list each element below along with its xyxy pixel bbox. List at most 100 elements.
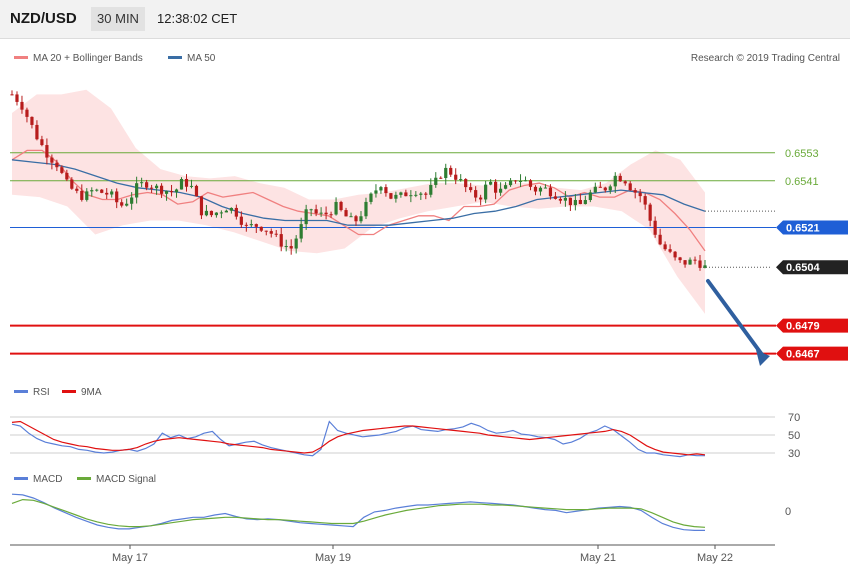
candle-body — [140, 182, 144, 184]
candle-body — [419, 193, 423, 195]
legend-ma50: MA 50 — [187, 53, 216, 64]
candle-body — [384, 187, 388, 194]
candle-body — [439, 177, 443, 179]
candle-body — [553, 196, 558, 199]
candle-body — [598, 186, 602, 188]
candle-body — [159, 185, 164, 194]
candle-body — [75, 188, 79, 191]
candle-body — [513, 180, 518, 182]
candle-body — [145, 182, 149, 188]
candle-body — [399, 192, 403, 195]
rsi-tick-1: 50 — [788, 430, 800, 442]
candle-body — [199, 196, 204, 216]
level-tag-5 — [776, 346, 848, 361]
candle-body — [90, 190, 94, 192]
candle-body — [389, 193, 393, 199]
candle-body — [444, 167, 448, 179]
candle-body — [314, 209, 318, 214]
candle-body — [618, 175, 622, 182]
candle-body — [563, 197, 568, 201]
candle-body — [588, 192, 592, 201]
candle-body — [359, 216, 363, 222]
candle-body — [688, 259, 692, 265]
legend-swatch-9ma — [62, 390, 76, 393]
level-label-4: 0.6479 — [786, 321, 820, 333]
candle-body — [289, 246, 293, 249]
legend-swatch-ma20 — [14, 56, 28, 59]
candle-body — [658, 234, 662, 245]
level-label-2: 0.6521 — [786, 223, 820, 235]
candle-body — [698, 260, 702, 268]
candle-body — [110, 191, 114, 195]
legend-swatch-rsi — [14, 390, 28, 393]
candle-body — [508, 180, 513, 186]
candle-body — [40, 139, 44, 146]
candle-body — [274, 233, 278, 235]
x-tick-label-1: May 19 — [315, 552, 351, 564]
candle-body — [105, 192, 109, 195]
candle-body — [229, 207, 233, 211]
timestamp: 12:38:02 CET — [157, 11, 238, 26]
candle-body — [269, 231, 273, 234]
candle-body — [409, 195, 413, 197]
candle-body — [194, 185, 199, 197]
candle-body — [324, 212, 328, 215]
candle-body — [224, 210, 228, 213]
bollinger-band-fill — [12, 89, 705, 314]
watermark-text: Research © 2019 Trading Central — [691, 53, 840, 64]
candle-body — [429, 184, 433, 195]
level-label-0: 0.6553 — [785, 148, 819, 160]
candle-body — [374, 190, 378, 194]
level-tag-4 — [776, 318, 848, 333]
candle-body — [115, 191, 119, 203]
rsi-series-1 — [11, 420, 706, 456]
candle-body — [294, 238, 298, 249]
forecast-arrow-shaft — [706, 279, 765, 358]
level-tag-2 — [776, 220, 848, 235]
candle-body — [498, 188, 503, 193]
candle-body — [558, 198, 563, 201]
candle-body — [244, 224, 248, 226]
legend-swatch-ma50 — [168, 56, 182, 59]
timeframe-button[interactable]: 30 MIN — [91, 7, 145, 31]
forecast-arrow-head — [756, 350, 770, 366]
candle-body — [434, 177, 438, 185]
currency-pair-title: NZD/USD — [10, 10, 77, 27]
rsi-panel: 70 50 30 — [10, 412, 800, 460]
candle-body — [643, 196, 647, 205]
candle-body — [364, 201, 368, 217]
candle-body — [30, 116, 34, 125]
candle-body — [424, 193, 428, 195]
candle-body — [279, 234, 283, 247]
candle-body — [125, 203, 129, 206]
candle-body — [50, 157, 54, 163]
candle-body — [678, 257, 682, 261]
level-label-1: 0.6541 — [785, 176, 819, 188]
candle-body — [538, 187, 543, 192]
candle-body — [25, 109, 29, 117]
candle-body — [494, 181, 498, 193]
candle-body — [464, 179, 468, 188]
candle-body — [60, 167, 64, 173]
candle-body — [169, 191, 174, 193]
candle-body — [120, 202, 124, 206]
candle-body — [459, 179, 463, 181]
macd-series-1 — [11, 498, 706, 528]
candle-body — [309, 209, 313, 211]
candle-body — [518, 181, 523, 183]
candle-body — [628, 183, 632, 191]
legend-macd-signal: MACD Signal — [96, 474, 156, 485]
candle-body — [35, 124, 39, 140]
x-tick-label-2: May 21 — [580, 552, 616, 564]
chart-header: NZD/USD 30 MIN 12:38:02 CET — [0, 0, 850, 39]
candle-body — [234, 207, 238, 217]
legend-macd: MACD — [33, 474, 62, 485]
time-axis: May 17 May 19 May 21 May 22 — [112, 545, 733, 564]
candle-body — [603, 187, 607, 191]
candle-body — [489, 181, 493, 185]
level-label-3: 0.6504 — [786, 262, 821, 274]
forecast-arrow — [706, 279, 770, 366]
candle-body — [85, 191, 89, 200]
candle-body — [20, 101, 24, 110]
